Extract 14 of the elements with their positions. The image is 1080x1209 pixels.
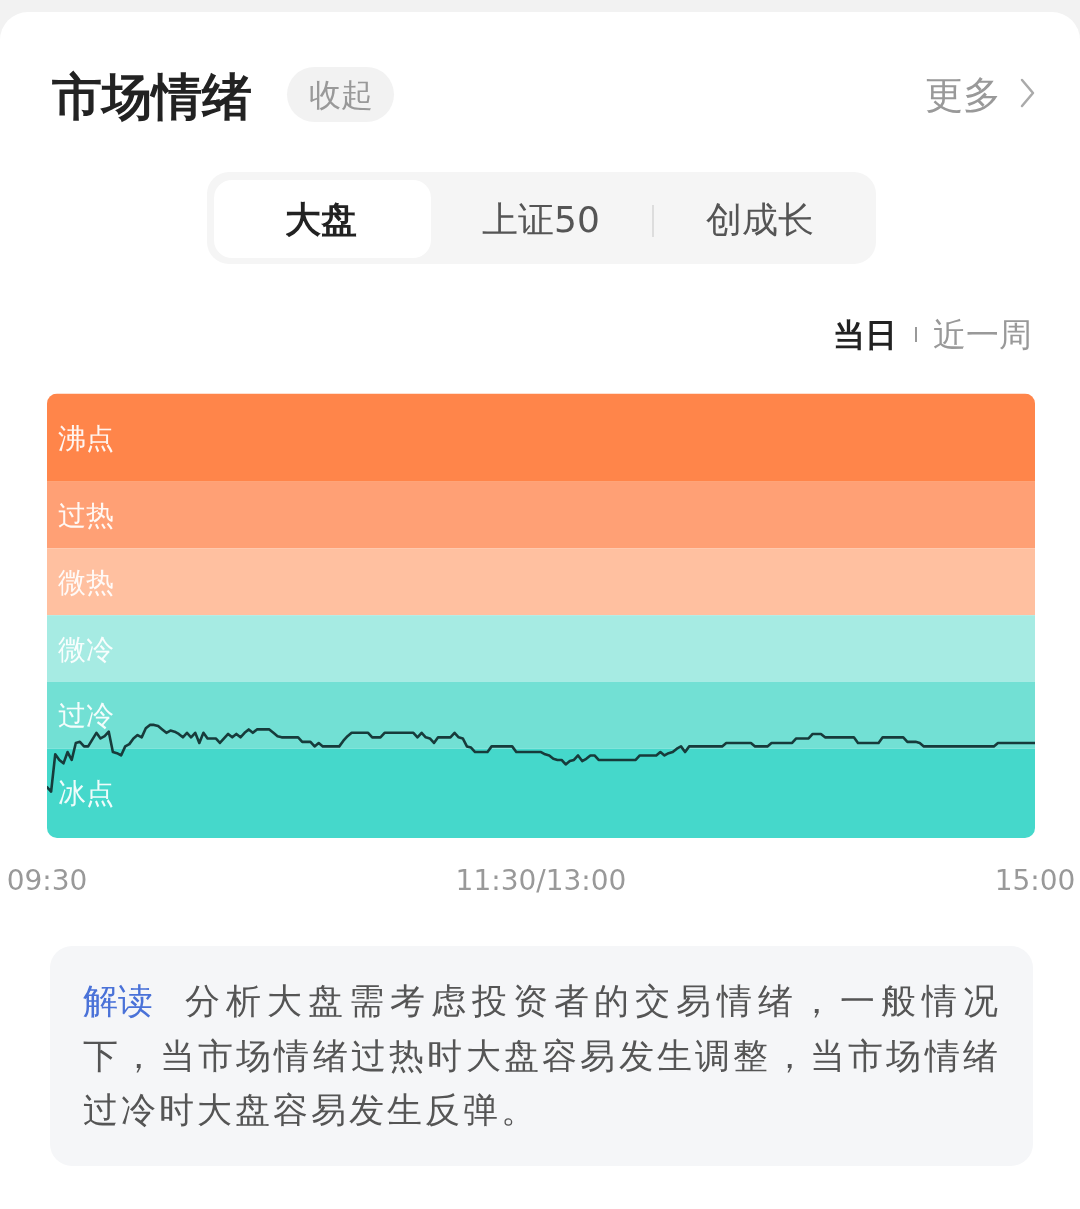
band-label: 微冷: [58, 632, 114, 666]
text: 更多: [925, 73, 1001, 117]
band-label: 过冷: [58, 699, 114, 733]
chart-title: 市场情绪: [51, 68, 252, 126]
band-label: 冰点: [58, 777, 114, 811]
tab-bar: 大盘 上证50 创成长: [207, 172, 876, 264]
x-tick-label: 15:00: [994, 864, 1076, 897]
period-toggle: 当日 近一周: [833, 315, 1032, 354]
band-label: 过热: [58, 499, 114, 533]
band-label: 微热: [58, 565, 114, 599]
band-label: 沸点: [58, 421, 114, 455]
x-tick-label: 09:30: [6, 864, 88, 897]
x-tick-label: 11:30/13:00: [455, 864, 627, 897]
info-panel: 解读 分析大盘需考虑投资者的交易情绪，一般情况下，当市场情绪过热时大盘容易发生调整，当市场情绪过冷时大盘容易发生反弹。: [50, 946, 1033, 1166]
